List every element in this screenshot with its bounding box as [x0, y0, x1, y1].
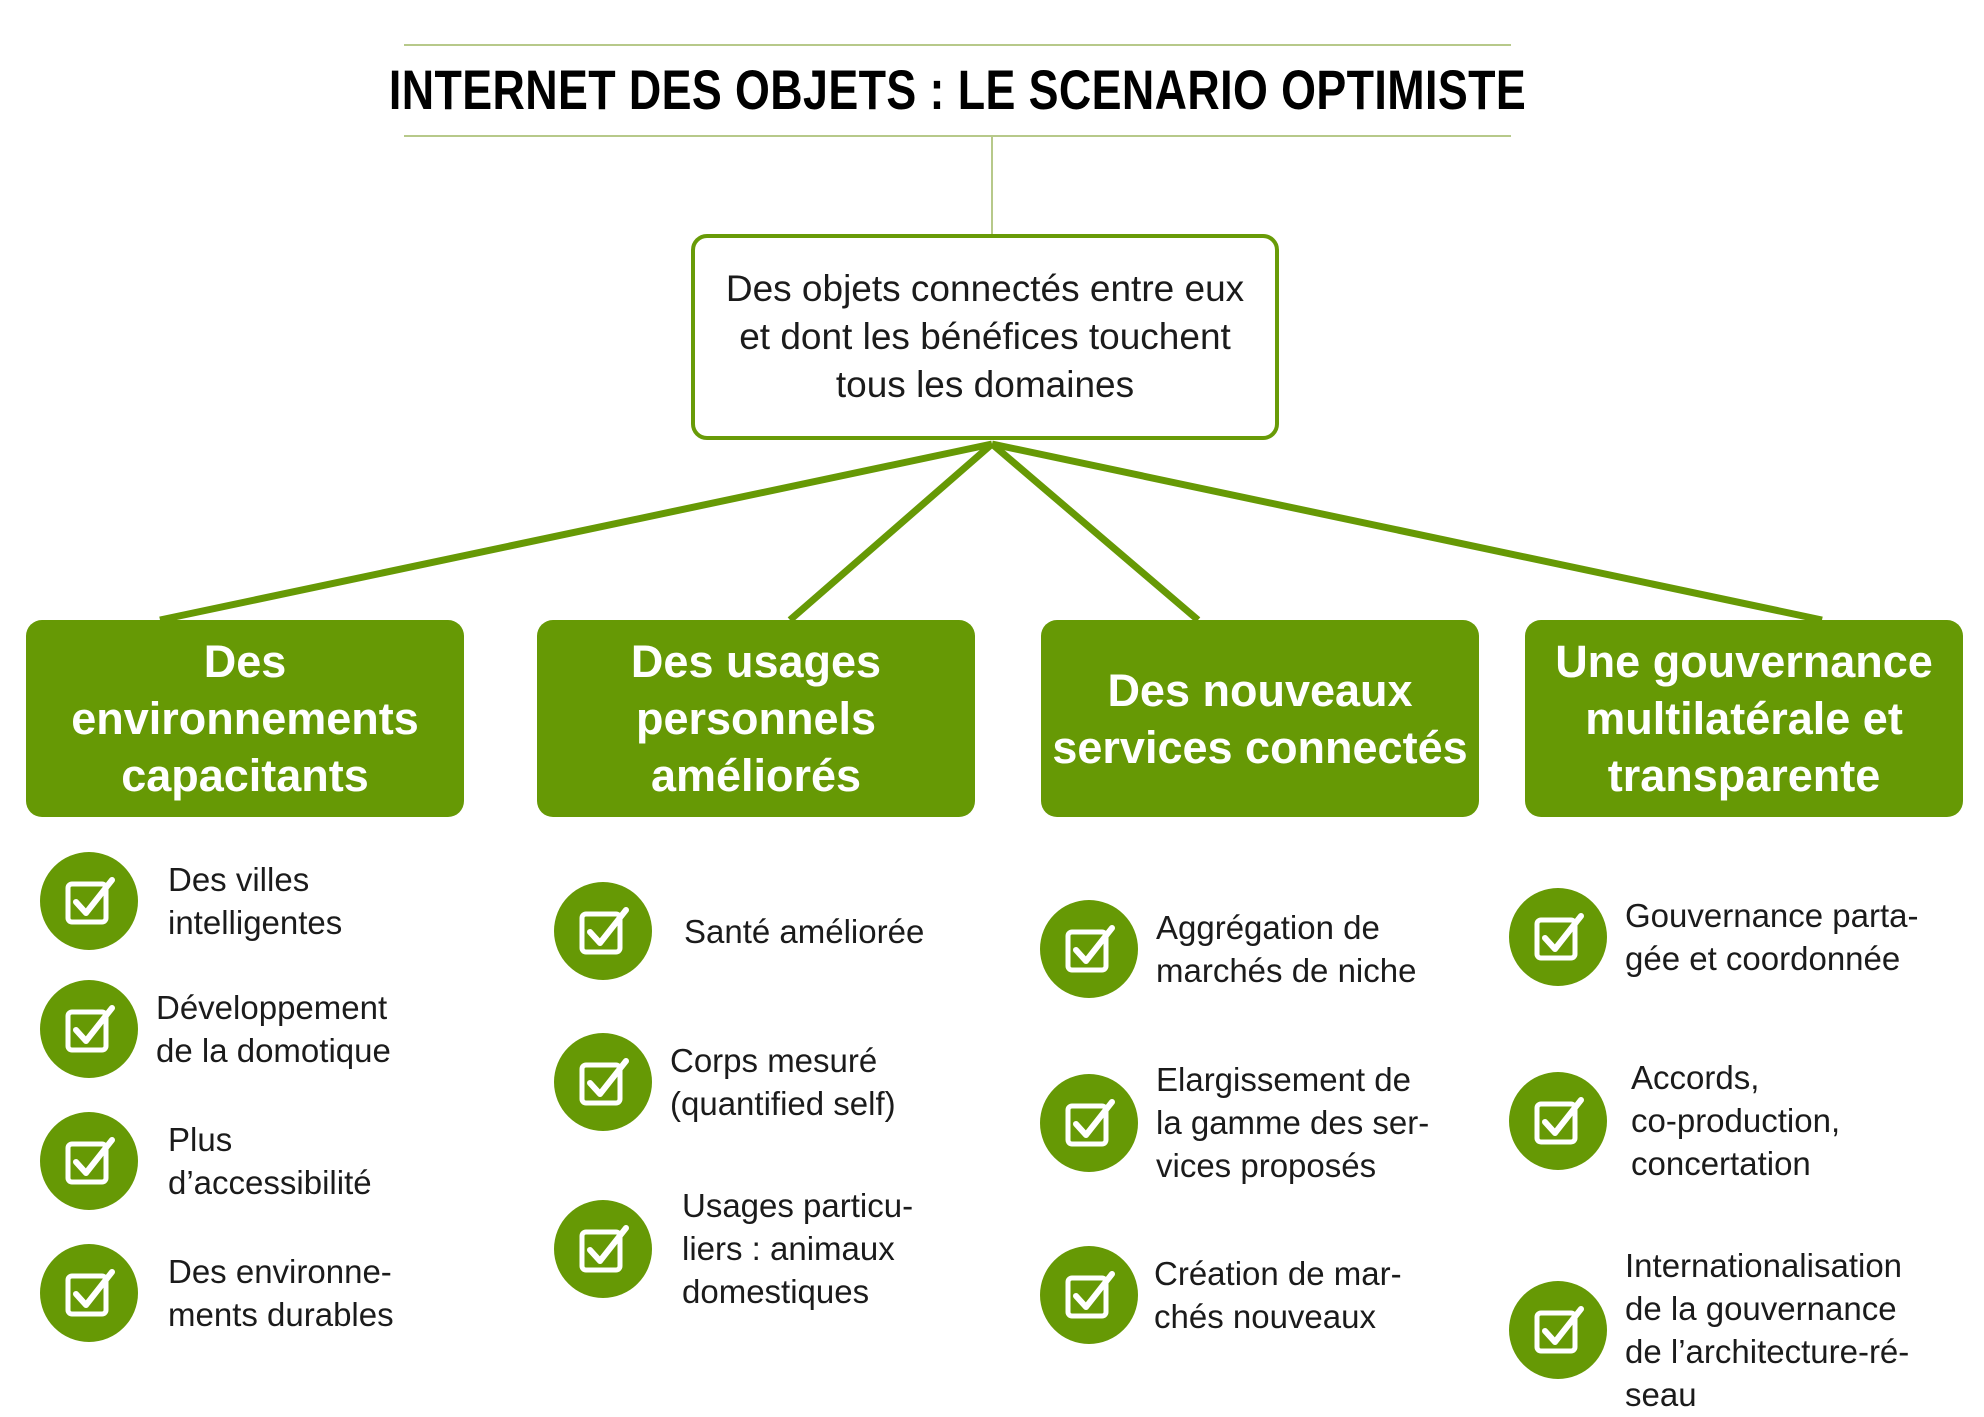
checked-box-icon: [1509, 888, 1607, 986]
list-item: Création de mar- chés nouveaux: [1040, 1246, 1402, 1344]
category-3: Des nouveaux services connectés: [1041, 620, 1479, 817]
connector-cat-2: [787, 441, 995, 623]
checked-box-icon: [1040, 900, 1138, 998]
item-label: Gouvernance parta- gée et coordonnée: [1625, 897, 1919, 977]
list-item: Des villes intelligentes: [40, 852, 342, 950]
item-label: Création de mar- chés nouveaux: [1154, 1255, 1402, 1335]
checked-box-icon: [1040, 1073, 1138, 1172]
root-node: Des objets connectés entre eux et dont l…: [691, 234, 1279, 440]
checked-box-icon: [1040, 1246, 1138, 1344]
checked-box-icon: [1509, 1281, 1607, 1379]
item-label: Des villes intelligentes: [168, 861, 343, 941]
list-item: Plus d’accessibilité: [40, 1112, 372, 1210]
item-label: Corps mesuré (quantified self): [670, 1042, 896, 1122]
title-rule-top: [404, 44, 1511, 46]
item-label: Plus d’accessibilité: [168, 1121, 372, 1201]
checked-box-icon: [554, 882, 652, 980]
checked-box-icon: [40, 1112, 138, 1210]
list-item: Aggrégation de marchés de niche: [1040, 900, 1416, 998]
list-item: Accords, co-production, concertation: [1509, 1056, 1840, 1185]
checked-box-icon: [40, 980, 138, 1078]
item-label: Elargissement de la gamme des ser- vices…: [1156, 1061, 1430, 1184]
list-item: Elargissement de la gamme des ser- vices…: [1040, 1058, 1429, 1187]
item-label: Accords, co-production, concertation: [1631, 1059, 1841, 1182]
list-item: Corps mesuré (quantified self): [554, 1033, 896, 1131]
list-item: Gouvernance parta- gée et coordonnée: [1509, 888, 1919, 986]
title-rule-bottom: [404, 135, 1511, 137]
list-item: Développement de la domotique: [40, 980, 391, 1078]
checked-box-icon: [40, 852, 138, 950]
checked-box-icon: [40, 1244, 138, 1342]
connector-cat-4: [991, 440, 1823, 624]
checked-box-icon: [1509, 1071, 1607, 1170]
checked-box-icon: [554, 1199, 652, 1298]
item-label: Internationalisation de la gouvernance d…: [1625, 1247, 1910, 1413]
connector-cat-1: [159, 440, 993, 624]
item-label: Développement de la domotique: [156, 989, 391, 1069]
list-item: Usages particu- liers : animaux domestiq…: [554, 1184, 913, 1313]
checked-box-icon: [554, 1033, 652, 1131]
item-label: Usages particu- liers : animaux domestiq…: [682, 1187, 914, 1310]
item-label: Des environne- ments durables: [168, 1253, 394, 1333]
item-label: Aggrégation de marchés de niche: [1156, 909, 1417, 989]
list-item: Santé améliorée: [554, 882, 924, 980]
list-item: Internationalisation de la gouvernance d…: [1509, 1244, 1909, 1416]
item-label: Santé améliorée: [684, 912, 925, 950]
connector-cat-3: [989, 441, 1201, 623]
list-item: Des environne- ments durables: [40, 1244, 394, 1342]
category-4: Une gouvernance multilatérale et transpa…: [1525, 620, 1963, 817]
category-1: Des environnements capacitants: [26, 620, 464, 817]
page-title: INTERNET DES OBJETS : LE SCENARIO OPTIMI…: [388, 57, 1527, 121]
category-2: Des usages personnels améliorés: [537, 620, 975, 817]
